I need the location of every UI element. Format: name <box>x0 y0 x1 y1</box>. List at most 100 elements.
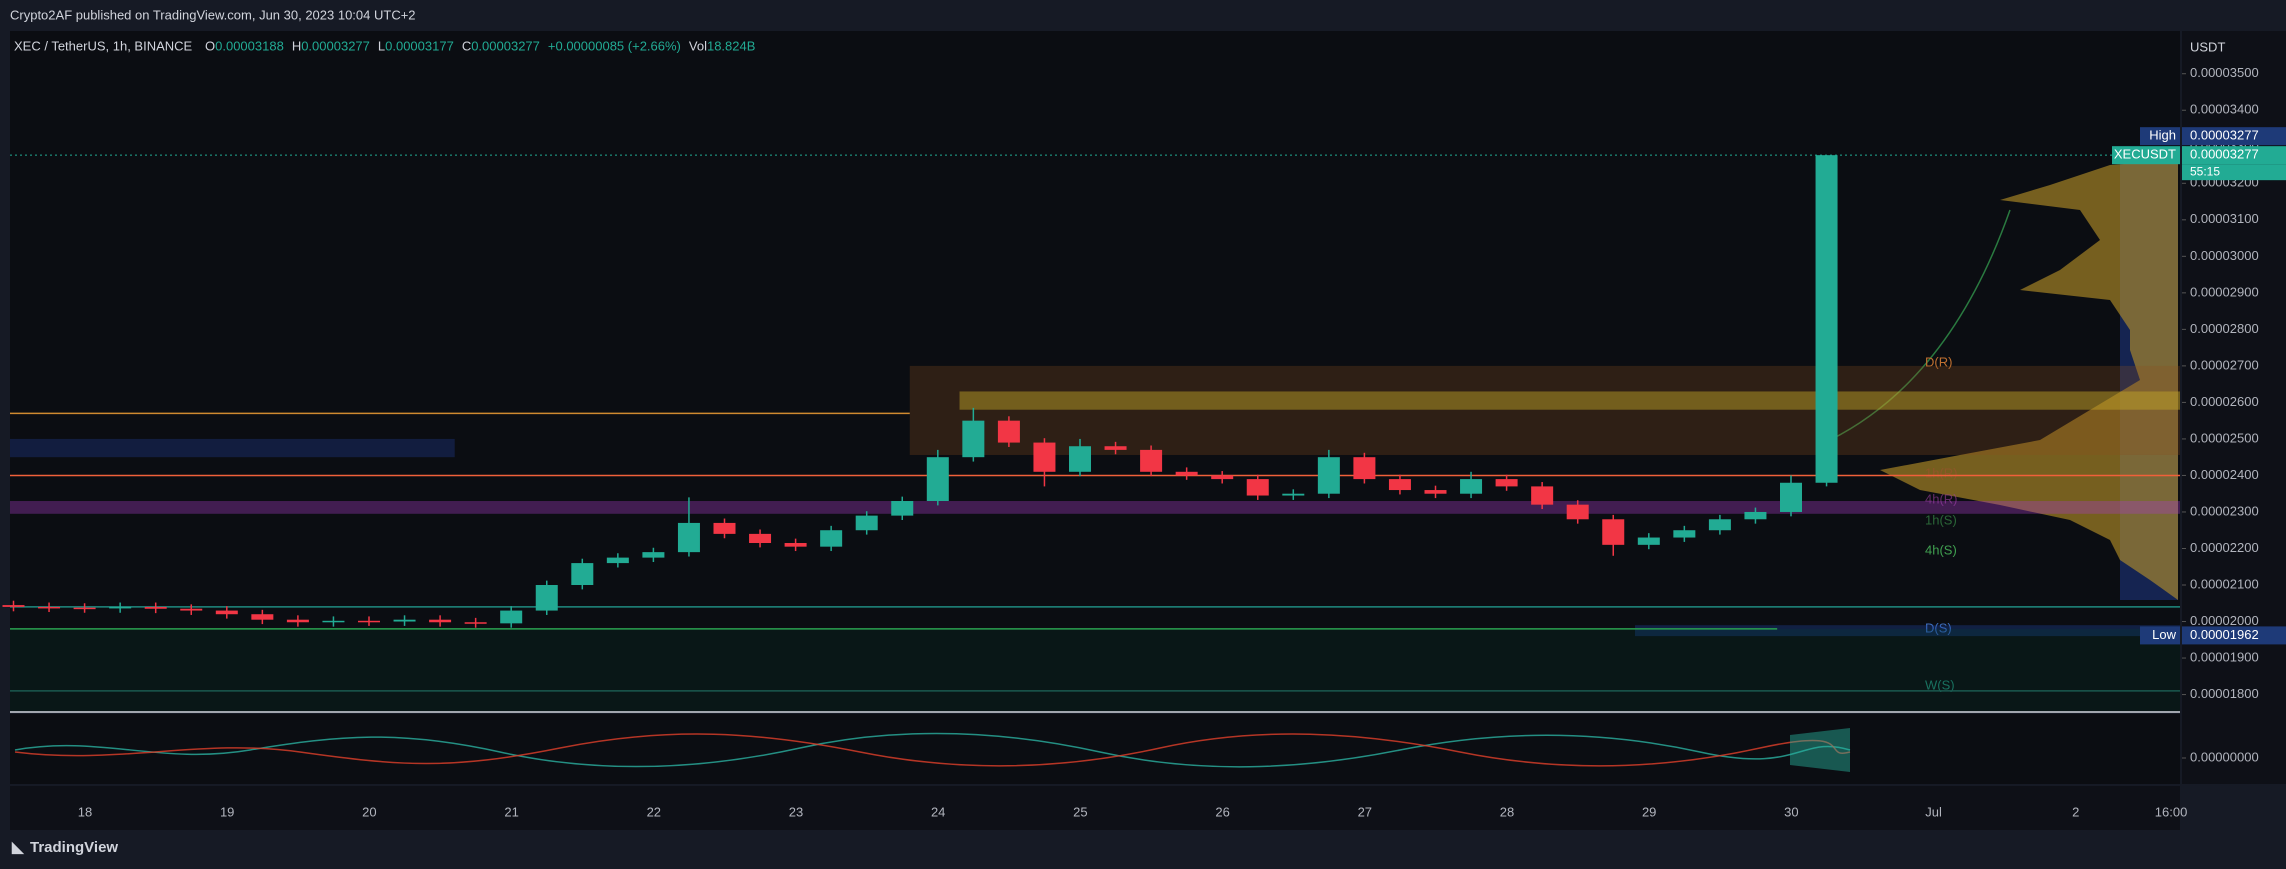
candle-body <box>393 619 416 622</box>
candle-body <box>1353 457 1376 480</box>
candle-body <box>38 606 61 609</box>
candle-body <box>286 619 309 623</box>
price-tag-name-bg <box>2112 146 2180 165</box>
candle-body <box>429 619 452 623</box>
candle-body <box>749 533 772 544</box>
candle-body <box>784 543 807 547</box>
candle-body <box>2 605 25 607</box>
x-tick-label: 28 <box>1500 804 1514 819</box>
candle-body <box>1033 442 1056 472</box>
x-tick-label: 24 <box>931 804 945 819</box>
candle-body <box>358 620 380 623</box>
y-tick-label: 0.00002900 <box>2190 284 2259 299</box>
annotation: 4h(S) <box>1925 542 1957 557</box>
y-tick-label: 0.00003100 <box>2190 211 2259 226</box>
x-tick-label: 30 <box>1784 804 1798 819</box>
y-tick-label: 0.00002000 <box>2190 613 2259 628</box>
legend-value: 18.824B <box>707 38 755 53</box>
zone <box>10 628 2180 711</box>
price-tag-value: 0.00001962 <box>2190 627 2259 642</box>
candle-body <box>891 501 914 516</box>
brand: TradingView <box>30 839 118 856</box>
price-tag <box>2182 626 2286 645</box>
candle-body <box>820 530 843 547</box>
projection-arrow <box>1829 209 2011 441</box>
y-tick-label: 0.00002700 <box>2190 357 2259 372</box>
x-tick-label: 22 <box>647 804 661 819</box>
indicator-pane <box>10 714 2180 784</box>
y-tick-label: 0.00002600 <box>2190 394 2259 409</box>
zone <box>909 365 2180 455</box>
candle-body <box>962 420 985 458</box>
symbol: XEC / TetherUS, 1h, BINANCE <box>14 38 193 53</box>
y-tick-label: 0.00002400 <box>2190 467 2259 482</box>
legend-key: Vol <box>689 38 707 53</box>
price-tag-name: XECUSDT <box>2114 147 2176 162</box>
y-tick-label: 0.00001900 <box>2190 649 2259 664</box>
candle-body <box>215 610 238 615</box>
candle-body <box>606 557 629 564</box>
candle-body <box>144 606 167 609</box>
candle-body <box>1637 537 1660 545</box>
legend-key: O <box>205 38 215 53</box>
candle-body <box>926 457 949 502</box>
legend-key: H <box>292 38 301 53</box>
candle-body <box>535 585 558 611</box>
candle-body <box>500 610 523 624</box>
candle-body <box>109 606 132 609</box>
annotation: 1h(S) <box>1925 512 1957 527</box>
candle-body <box>713 522 736 534</box>
price-tag <box>2182 146 2286 165</box>
price-tag <box>2182 127 2286 146</box>
candle-body <box>1495 479 1518 487</box>
legend-key: L <box>378 38 385 53</box>
countdown-bg <box>2182 164 2286 181</box>
legend-key: C <box>462 38 471 53</box>
countdown: 55:15 <box>2190 164 2220 178</box>
candle-body <box>1815 155 1838 483</box>
legend-value: 0.00003277 <box>301 38 370 53</box>
candle-body <box>1460 479 1483 494</box>
currency: USDT <box>2190 39 2225 54</box>
candle-body <box>855 515 878 531</box>
candle-body <box>1708 519 1731 531</box>
x-tick-label: 26 <box>1215 804 1229 819</box>
candle-body <box>1424 490 1447 494</box>
candle-body <box>997 420 1020 443</box>
price-tag-value: 0.00003277 <box>2190 128 2259 143</box>
price-tag-name: Low <box>2152 627 2176 642</box>
candle-body <box>1602 519 1625 545</box>
price-tag-name-bg <box>2140 626 2180 645</box>
candle-body <box>1282 493 1305 496</box>
candle-body <box>1566 504 1589 520</box>
price-tag-name: High <box>2149 128 2176 143</box>
legend-value: +0.00000085 (+2.66%) <box>548 38 681 53</box>
candle-body <box>251 614 274 620</box>
x-tick-label: 16:00 <box>2155 804 2188 819</box>
zones <box>10 365 2180 711</box>
publisher: Crypto2AF published on TradingView.com, … <box>10 7 416 22</box>
x-tick-label: 19 <box>220 804 234 819</box>
candle-body <box>1388 479 1411 491</box>
candle-body <box>322 620 345 623</box>
zone <box>1634 625 2180 637</box>
candle-body <box>1246 479 1269 496</box>
x-tick-label: 18 <box>78 804 92 819</box>
legend-value: 0.00003277 <box>471 38 540 53</box>
annotation: D(R) <box>1925 354 1952 369</box>
zone <box>959 391 2180 410</box>
legend-value: 0.00003188 <box>215 38 284 53</box>
candle-body <box>464 622 487 624</box>
candle-body <box>1175 471 1198 476</box>
zone <box>10 501 2180 514</box>
zone <box>10 438 455 458</box>
candle-body <box>571 563 594 586</box>
x-tick-label: 23 <box>789 804 803 819</box>
x-tick-label: 21 <box>504 804 518 819</box>
price-tag-name-bg <box>2140 127 2180 146</box>
candle-body <box>1140 449 1163 472</box>
y-tick-label: 0.00002300 <box>2190 503 2259 518</box>
price-tag-value: 0.00003277 <box>2190 147 2259 162</box>
